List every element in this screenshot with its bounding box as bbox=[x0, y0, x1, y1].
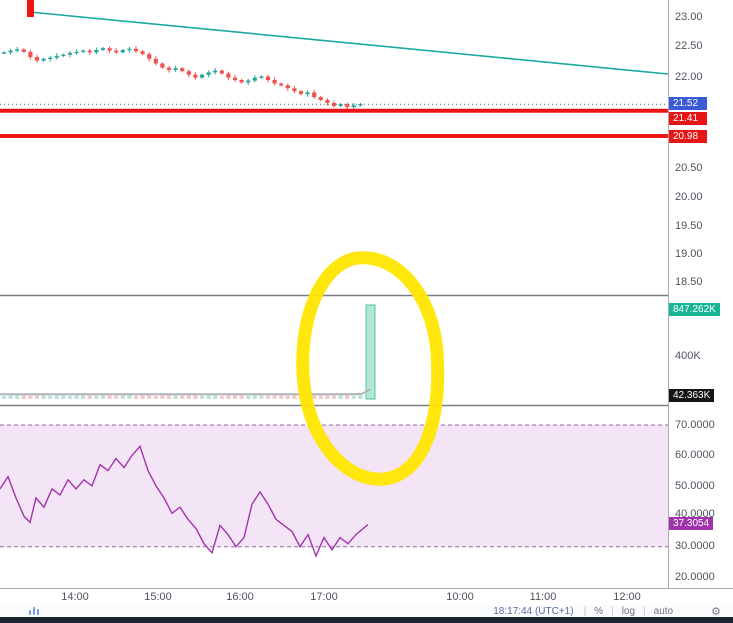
toolbar-separator: | bbox=[611, 605, 614, 617]
toolbar-separator: | bbox=[583, 605, 587, 617]
axis-label: 400K bbox=[675, 350, 701, 362]
axis-label: 23.00 bbox=[675, 11, 703, 23]
auto-scale-button[interactable]: auto bbox=[653, 605, 674, 617]
window-bottom-strip bbox=[0, 617, 733, 623]
rsi-panel bbox=[0, 424, 668, 558]
bottom-toolbar: 18:17:44 (UTC+1) | % | log | auto ⚙ bbox=[0, 605, 733, 618]
volume-value-badge: 847.262K bbox=[669, 303, 720, 316]
chart-canvas[interactable] bbox=[0, 0, 668, 588]
axis-label: 30.0000 bbox=[675, 540, 715, 552]
settings-gear-icon[interactable]: ⚙ bbox=[711, 605, 721, 618]
volume-ma-badge: 42.363K bbox=[669, 389, 715, 402]
axis-label: 20.50 bbox=[675, 162, 703, 174]
axis-label: 20.0000 bbox=[675, 571, 715, 583]
axis-label: 22.00 bbox=[675, 71, 703, 83]
clock-display[interactable]: 18:17:44 (UTC+1) bbox=[493, 605, 574, 617]
time-axis-label: 11:00 bbox=[529, 591, 557, 603]
last-price-badge: 21.52 bbox=[669, 97, 707, 110]
volume-panel bbox=[0, 304, 376, 400]
axis-label: 50.0000 bbox=[675, 480, 715, 492]
alert-price-badge-2: 20.98 bbox=[669, 130, 707, 143]
rsi-line bbox=[0, 444, 369, 558]
time-axis-label: 16:00 bbox=[226, 591, 254, 603]
axis-label: 20.00 bbox=[675, 191, 703, 203]
time-axis-label: 10:00 bbox=[446, 591, 474, 603]
axis-label: 70.0000 bbox=[675, 419, 715, 431]
trendline-drawing[interactable] bbox=[29, 11, 668, 75]
rsi-value-badge: 37.3054 bbox=[669, 517, 714, 530]
platform-logo bbox=[28, 607, 40, 615]
candlestick-series bbox=[1, 46, 363, 110]
price-axis[interactable]: 23.00 22.50 22.00 20.50 20.00 19.50 19.00 18.50… bbox=[668, 0, 733, 588]
time-axis-label: 12:00 bbox=[613, 591, 641, 603]
time-axis-label: 14:00 bbox=[61, 591, 89, 603]
volume-ma-line bbox=[0, 388, 371, 396]
log-scale-button[interactable]: log bbox=[621, 605, 636, 617]
alert-price-badge-1: 21.41 bbox=[669, 112, 707, 125]
axis-label: 22.50 bbox=[675, 40, 703, 52]
toolbar-separator: | bbox=[643, 605, 646, 617]
volume-spike-bar bbox=[365, 304, 376, 400]
percent-scale-button[interactable]: % bbox=[594, 605, 604, 617]
axis-label: 18.50 bbox=[675, 276, 703, 288]
highlight-circle-drawing[interactable] bbox=[296, 251, 445, 486]
axis-label: 19.00 bbox=[675, 248, 703, 260]
time-axis-label: 15:00 bbox=[144, 591, 172, 603]
axis-label: 19.50 bbox=[675, 220, 703, 232]
time-axis[interactable]: 14:00 15:00 16:00 17:00 10:00 11:00 12:00 bbox=[0, 588, 733, 605]
drawing-anchor-mark[interactable] bbox=[27, 0, 34, 17]
axis-label: 60.0000 bbox=[675, 449, 715, 461]
time-axis-label: 17:00 bbox=[310, 591, 338, 603]
